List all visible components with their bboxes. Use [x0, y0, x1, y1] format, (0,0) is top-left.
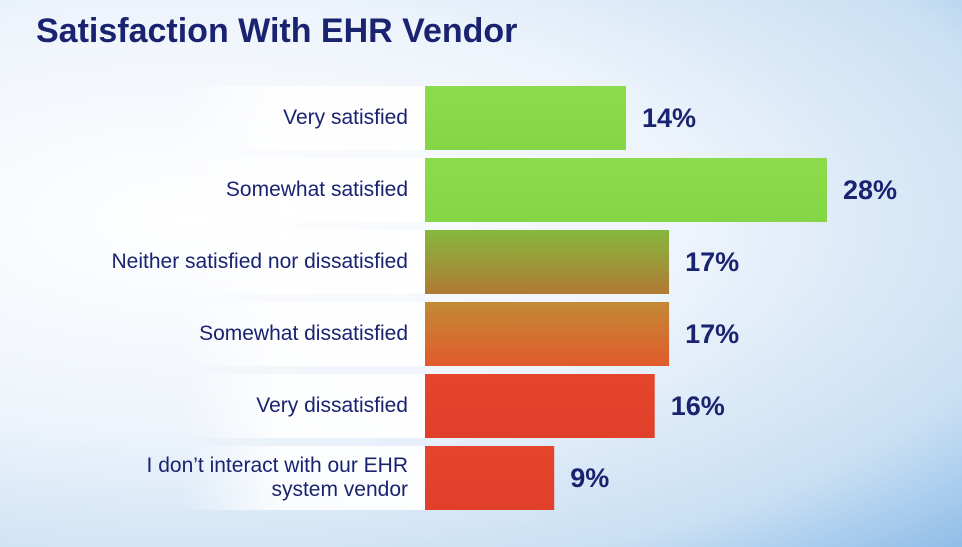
- category-label: Somewhat satisfied: [225, 178, 408, 201]
- label-panel: [180, 446, 425, 510]
- value-label: 28%: [843, 175, 897, 205]
- value-label: 17%: [685, 319, 739, 349]
- category-label: Very satisfied: [283, 106, 408, 129]
- bar: [425, 374, 655, 438]
- label-panel: [180, 86, 425, 150]
- value-label: 17%: [685, 247, 739, 277]
- value-label: 9%: [570, 463, 609, 493]
- bar: [425, 446, 555, 510]
- label-panel: [180, 158, 425, 222]
- bar: [425, 158, 827, 222]
- value-label: 14%: [642, 103, 696, 133]
- chart-title: Satisfaction With EHR Vendor: [36, 12, 518, 50]
- bar: [425, 86, 626, 150]
- category-label: Neither satisfied nor dissatisfied: [111, 250, 408, 273]
- category-label: I don’t interact with our EHR system ven…: [146, 454, 408, 501]
- label-panel: [180, 374, 425, 438]
- value-label: 16%: [671, 391, 725, 421]
- category-label: Somewhat dissatisfied: [199, 322, 408, 345]
- category-label: Very dissatisfied: [256, 394, 408, 417]
- bar: [425, 302, 670, 366]
- bar: [425, 230, 670, 294]
- label-panel: [180, 302, 425, 366]
- label-panel: [180, 230, 425, 294]
